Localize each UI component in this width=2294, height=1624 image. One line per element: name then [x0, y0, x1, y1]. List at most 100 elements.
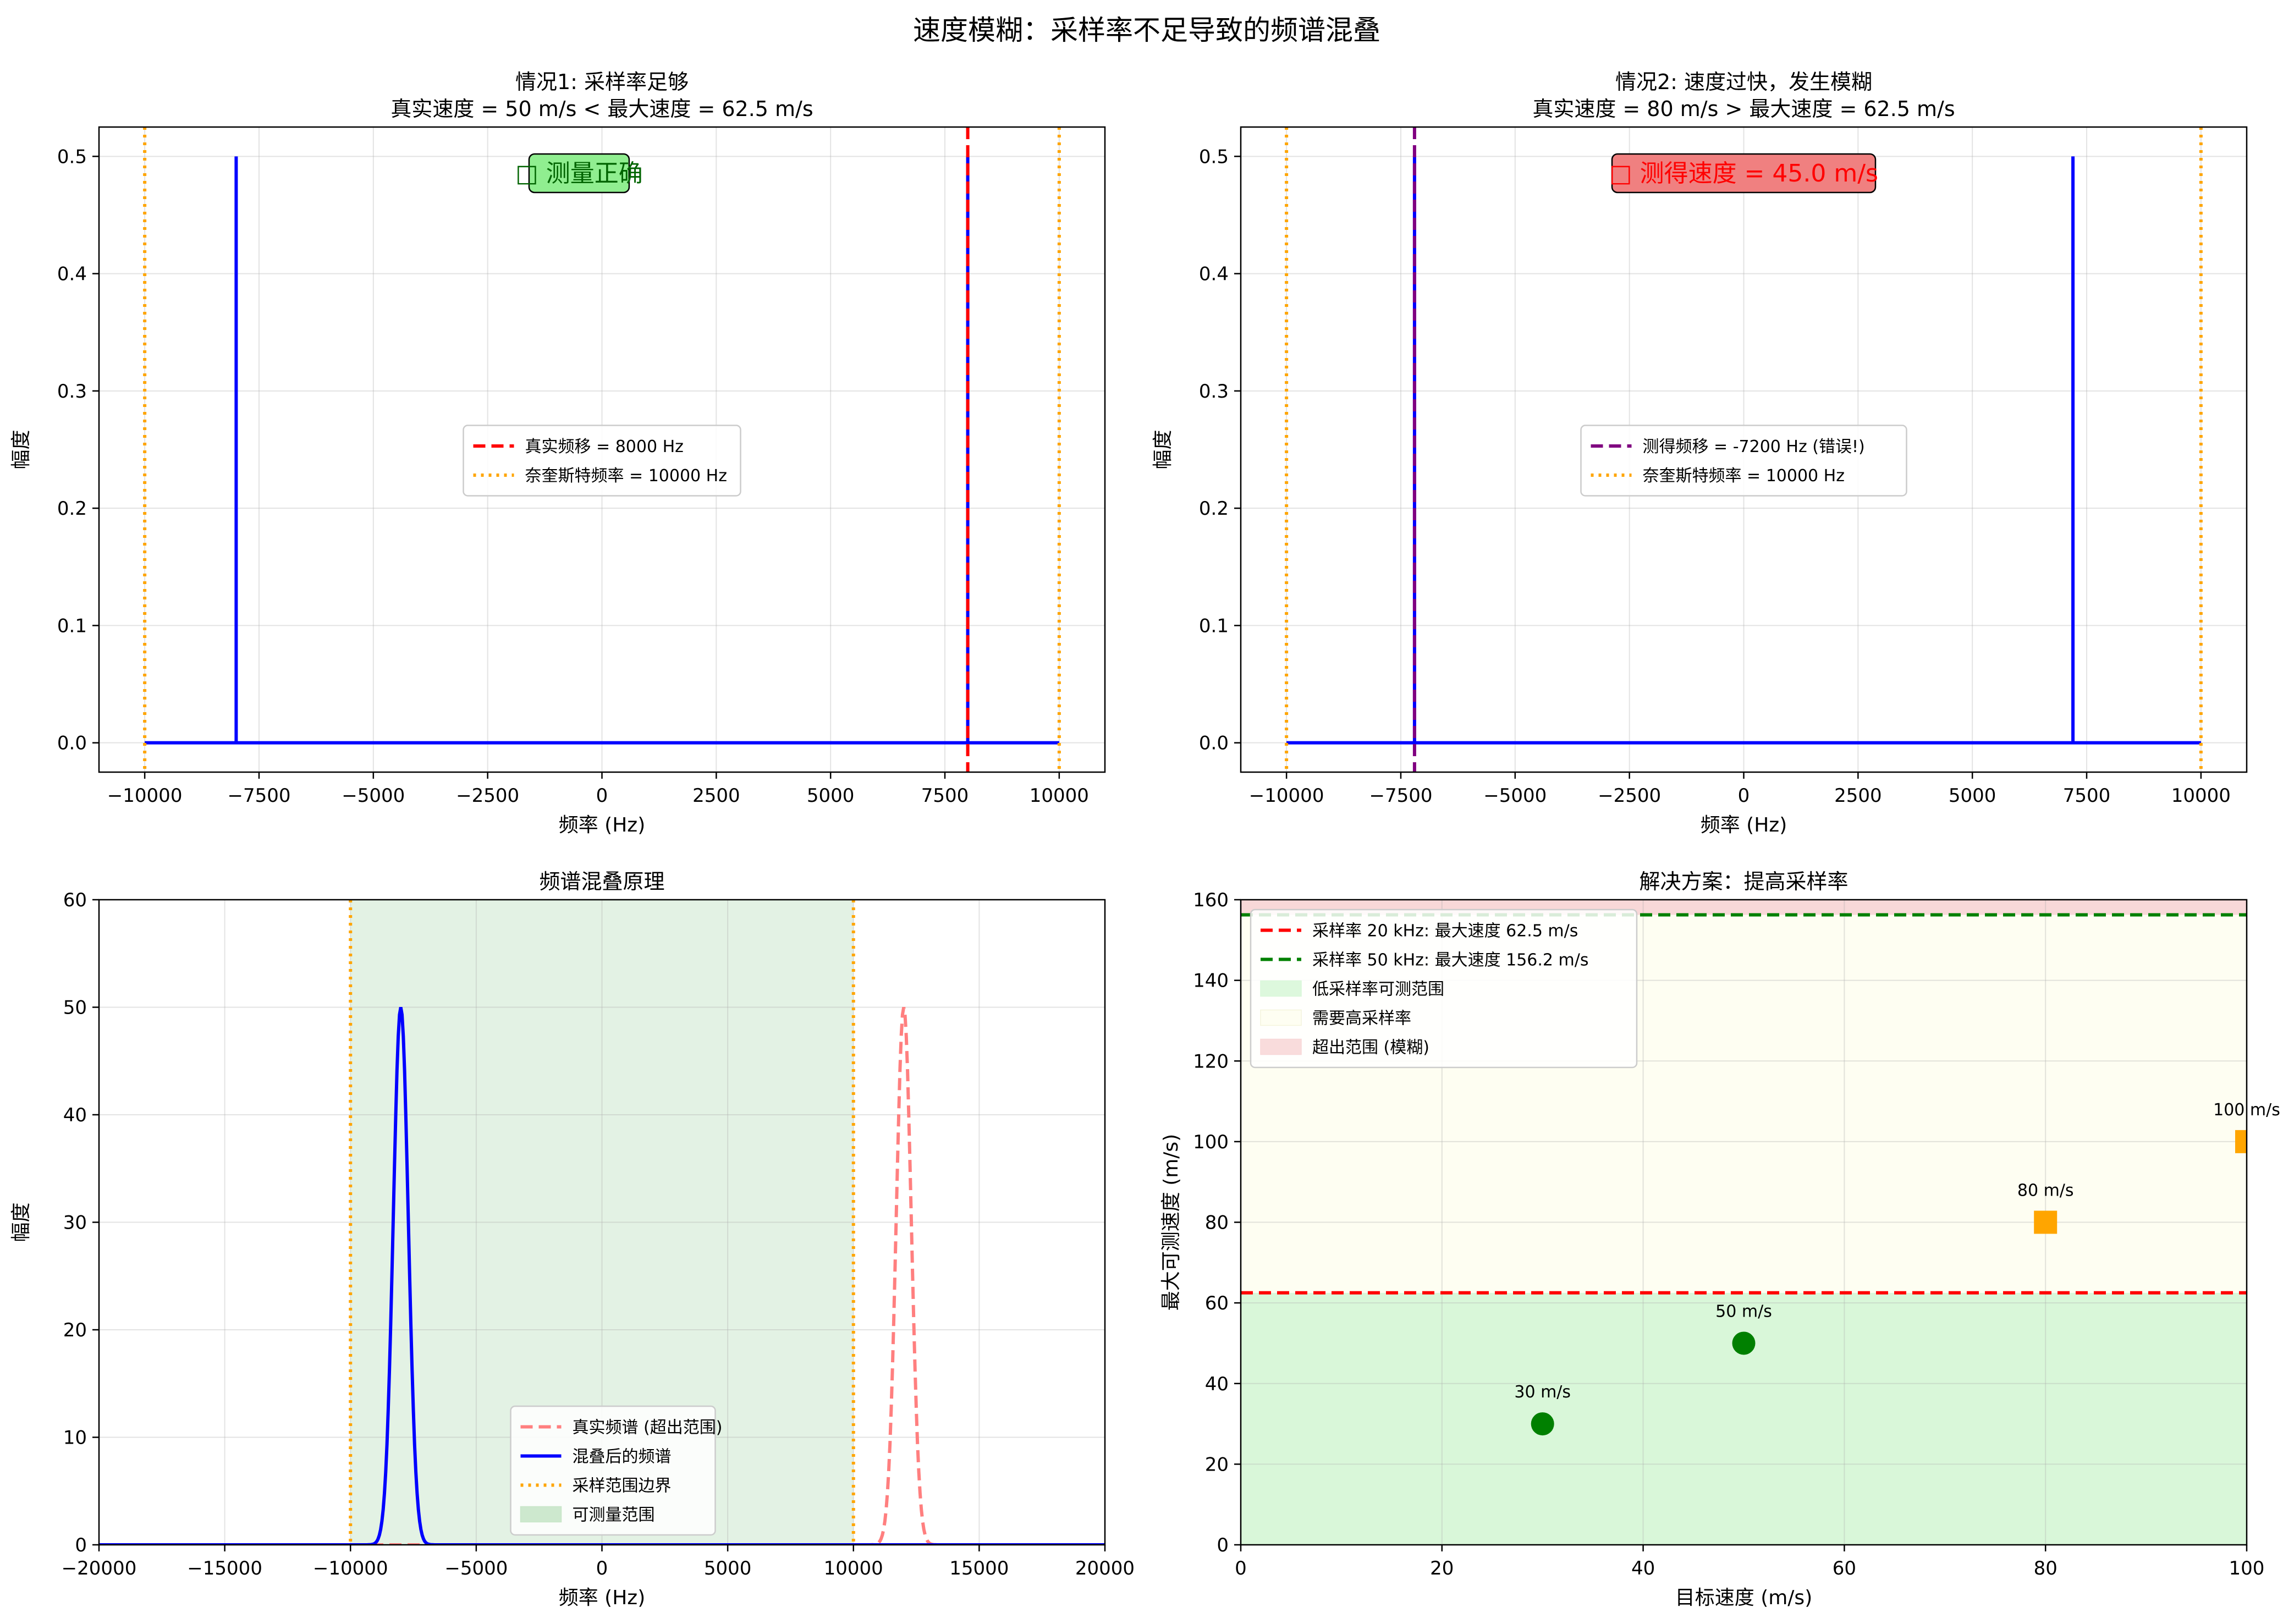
x-tick-label: −5000: [1483, 785, 1547, 807]
x-tick-label: 2500: [1834, 785, 1882, 807]
legend-entry-label: 低采样率可测范围: [1312, 980, 1444, 999]
y-axis-label: 幅度: [10, 1202, 32, 1242]
x-tick-label: 5000: [807, 785, 855, 807]
chart-panel-1: −10000 −7500 −5000 −2500 0 2500 5000 7500 10000 0…: [10, 70, 1106, 836]
result-badge-text: □ 测量正确: [515, 159, 643, 188]
x-axis-label: 频率 (Hz): [1701, 814, 1787, 836]
x-tick-label: 15000: [949, 1557, 1009, 1579]
x-tick-label: 0: [1738, 785, 1750, 807]
y-tick-label: 0.0: [57, 733, 87, 755]
legend-frame: [510, 1405, 716, 1536]
x-tick-label: −7500: [1369, 785, 1432, 807]
y-tick-label: 20: [1205, 1454, 1229, 1476]
x-tick-label: −15000: [187, 1557, 262, 1579]
data-point-2: [1732, 1331, 1756, 1355]
region-band-1: [1241, 1292, 2247, 1545]
y-tick-label: 0.4: [1199, 263, 1229, 285]
x-axis-label: 频率 (Hz): [559, 814, 646, 836]
panel-title: 情况2: 速度过快，发生模糊: [1615, 70, 1872, 94]
panel-title: 情况1: 采样率足够: [515, 70, 689, 94]
y-tick-label: 0.1: [1199, 615, 1229, 637]
y-tick-label: 20: [63, 1319, 87, 1341]
y-tick-label: 10: [63, 1427, 87, 1449]
x-tick-label: 5000: [704, 1557, 752, 1579]
x-axis-label: 目标速度 (m/s): [1675, 1587, 1813, 1609]
x-tick-label: 7500: [921, 785, 969, 807]
y-tick-label: 0.0: [1199, 733, 1229, 755]
data-point-label-1: 30 m/s: [1514, 1383, 1571, 1402]
result-badge: [528, 153, 630, 194]
y-tick-label: 0.3: [57, 381, 87, 403]
x-tick-label: 10000: [824, 1557, 883, 1579]
legend-entry-label: 采样率 50 kHz: 最大速度 156.2 m/s: [1312, 951, 1589, 970]
plot-area: [99, 127, 1105, 772]
y-tick-label: 0.5: [1199, 146, 1229, 168]
panel-title: 频谱混叠原理: [539, 869, 664, 894]
data-point-1: [1531, 1412, 1554, 1436]
x-tick-label: −7500: [227, 785, 290, 807]
legend-entry-label: 可测量范围: [573, 1506, 655, 1525]
x-tick-label: 20000: [1075, 1557, 1135, 1579]
x-tick-label: 2500: [692, 785, 740, 807]
chart-panel-2: −10000 −7500 −5000 −2500 0 2500 5000 7500 10000 0…: [1152, 70, 2248, 836]
legend: 真实频移 = 8000 Hz 奈奎斯特频率 = 10000 Hz: [463, 425, 741, 497]
legend-entry-label: 采样率 20 kHz: 最大速度 62.5 m/s: [1312, 922, 1578, 941]
y-tick-label: 0.5: [57, 146, 87, 168]
y-tick-label: 0: [75, 1534, 87, 1556]
y-tick-label: 0.2: [1199, 498, 1229, 520]
panel-title: 解决方案：提高采样率: [1639, 869, 1848, 894]
x-tick-label: 80: [2034, 1557, 2058, 1579]
y-tick-label: 160: [1193, 889, 1229, 911]
figure-suptitle: 速度模糊：采样率不足导致的频谱混叠: [913, 14, 1380, 46]
y-tick-label: 80: [1205, 1212, 1229, 1234]
y-tick-label: 140: [1193, 970, 1229, 992]
x-tick-label: −20000: [62, 1557, 137, 1579]
y-tick-label: 120: [1193, 1050, 1229, 1072]
y-tick-label: 0.3: [1199, 381, 1229, 403]
chart-panel-3: −20000 −15000 −10000 −5000 0 5000 10000 15000 20…: [10, 869, 1135, 1609]
x-tick-label: 40: [1631, 1557, 1655, 1579]
legend-entry-label: 真实频谱 (超出范围): [573, 1418, 723, 1438]
legend-entry-label: 测得频移 = -7200 Hz (错误!): [1643, 437, 1865, 456]
result-badge-text: □ 测得速度 = 45.0 m/s: [1609, 159, 1878, 188]
x-tick-label: 20: [1430, 1557, 1454, 1579]
legend-swatch: [1260, 1009, 1302, 1026]
y-tick-label: 60: [63, 889, 87, 911]
legend-swatch: [1260, 980, 1302, 997]
legend-frame: [1250, 909, 1638, 1069]
legend-entry-label: 混叠后的频谱: [573, 1447, 672, 1467]
y-axis-label: 幅度: [10, 430, 32, 469]
data-point-label-2: 50 m/s: [1715, 1302, 1772, 1321]
x-tick-label: 100: [2229, 1557, 2265, 1579]
x-tick-label: 10000: [2171, 785, 2231, 807]
data-point-3: [2034, 1210, 2058, 1234]
legend-entry-label: 奈奎斯特频率 = 10000 Hz: [1643, 466, 1845, 486]
y-tick-label: 100: [1193, 1131, 1229, 1153]
x-tick-label: 0: [596, 785, 608, 807]
y-tick-label: 40: [63, 1104, 87, 1126]
y-tick-label: 50: [63, 997, 87, 1019]
y-tick-label: 30: [63, 1212, 87, 1234]
x-tick-label: 10000: [1030, 785, 1089, 807]
result-badge: [1611, 153, 1877, 194]
panel-subtitle: 真实速度 = 80 m/s > 最大速度 = 62.5 m/s: [1532, 97, 1955, 121]
legend-frame: [463, 425, 741, 497]
y-tick-label: 0.2: [57, 498, 87, 520]
legend-entry-label: 需要高采样率: [1312, 1009, 1411, 1028]
y-tick-label: 40: [1205, 1373, 1229, 1395]
legend: 测得频移 = -7200 Hz (错误!) 奈奎斯特频率 = 10000 Hz: [1580, 425, 1907, 497]
x-tick-label: −2500: [1598, 785, 1661, 807]
x-axis-label: 频率 (Hz): [559, 1587, 646, 1609]
x-tick-label: 60: [1833, 1557, 1856, 1579]
y-tick-label: 0.1: [57, 615, 87, 637]
legend-entry-label: 超出范围 (模糊): [1312, 1038, 1429, 1058]
x-tick-label: −10000: [313, 1557, 388, 1579]
legend-entry-label: 采样范围边界: [573, 1477, 672, 1496]
legend-entry-label: 奈奎斯特频率 = 10000 Hz: [525, 466, 728, 486]
x-tick-label: −2500: [456, 785, 519, 807]
panel-subtitle: 真实速度 = 50 m/s < 最大速度 = 62.5 m/s: [390, 97, 813, 121]
legend-swatch: [520, 1506, 562, 1523]
data-point-label-3: 80 m/s: [2017, 1181, 2074, 1201]
